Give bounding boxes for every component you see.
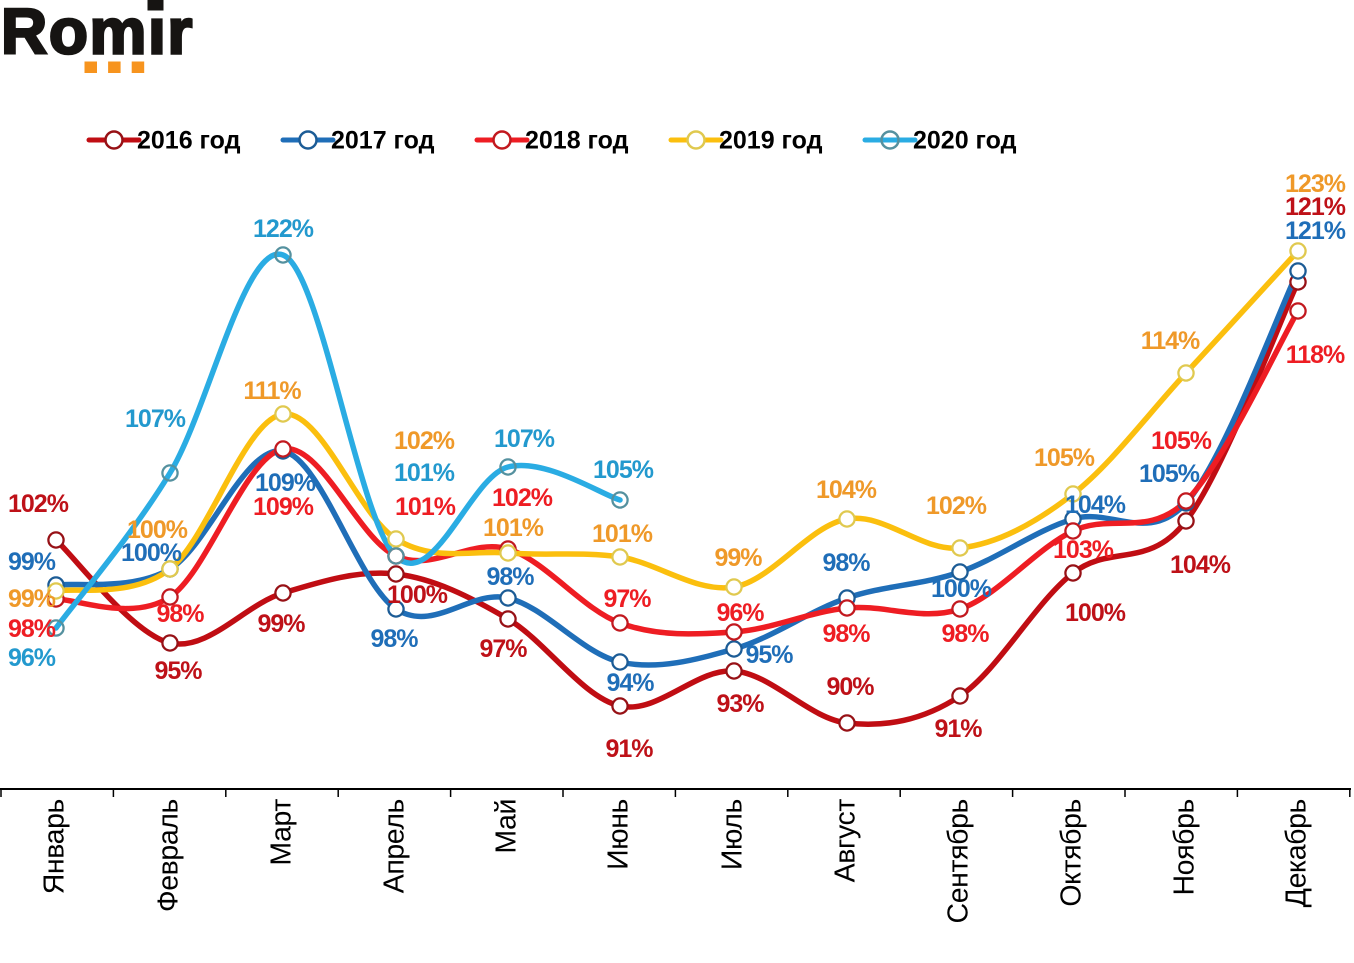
- svg-text:123%: 123%: [1285, 170, 1346, 198]
- svg-text:94%: 94%: [606, 669, 654, 697]
- svg-text:100%: 100%: [127, 516, 188, 544]
- svg-text:98%: 98%: [822, 549, 870, 577]
- svg-text:121%: 121%: [1285, 193, 1346, 221]
- svg-text:Апрель: Апрель: [379, 799, 411, 893]
- svg-text:107%: 107%: [125, 405, 186, 433]
- svg-text:109%: 109%: [255, 469, 316, 497]
- svg-text:104%: 104%: [816, 476, 877, 504]
- svg-text:90%: 90%: [826, 673, 874, 701]
- svg-text:Сентябрь: Сентябрь: [943, 799, 975, 923]
- svg-text:2016 год: 2016 год: [137, 127, 241, 155]
- svg-text:101%: 101%: [592, 520, 653, 548]
- svg-text:Romır: Romır: [1, 0, 194, 68]
- svg-text:2019 год: 2019 год: [719, 127, 823, 155]
- svg-text:98%: 98%: [8, 615, 56, 643]
- svg-text:122%: 122%: [253, 215, 314, 243]
- svg-text:111%: 111%: [243, 377, 301, 405]
- svg-text:2017 год: 2017 год: [331, 127, 435, 155]
- svg-text:99%: 99%: [714, 544, 762, 572]
- svg-text:104%: 104%: [1170, 551, 1231, 579]
- svg-text:101%: 101%: [394, 459, 455, 487]
- svg-text:104%: 104%: [1065, 491, 1126, 519]
- svg-text:107%: 107%: [494, 425, 555, 453]
- svg-text:2020 год: 2020 год: [913, 127, 1017, 155]
- svg-text:101%: 101%: [483, 514, 544, 542]
- svg-text:97%: 97%: [479, 635, 527, 663]
- svg-text:98%: 98%: [822, 620, 870, 648]
- svg-text:Февраль: Февраль: [153, 799, 185, 912]
- svg-text:Январь: Январь: [39, 799, 71, 894]
- svg-text:Ноябрь: Ноябрь: [1169, 799, 1201, 896]
- svg-text:100%: 100%: [1065, 599, 1126, 627]
- svg-text:Май: Май: [491, 799, 523, 854]
- svg-text:103%: 103%: [1053, 536, 1114, 564]
- svg-text:95%: 95%: [745, 641, 793, 669]
- svg-text:100%: 100%: [387, 581, 448, 609]
- svg-text:97%: 97%: [603, 585, 651, 613]
- svg-text:114%: 114%: [1141, 327, 1200, 355]
- svg-text:99%: 99%: [8, 548, 56, 576]
- svg-text:100%: 100%: [121, 539, 182, 567]
- svg-text:99%: 99%: [257, 610, 305, 638]
- svg-text:Декабрь: Декабрь: [1281, 799, 1313, 907]
- svg-text:121%: 121%: [1285, 217, 1346, 245]
- svg-text:98%: 98%: [486, 563, 534, 591]
- svg-text:Октябрь: Октябрь: [1056, 799, 1088, 907]
- svg-text:98%: 98%: [370, 625, 418, 653]
- svg-text:105%: 105%: [1151, 427, 1212, 455]
- svg-text:98%: 98%: [156, 600, 204, 628]
- svg-text:96%: 96%: [716, 599, 764, 627]
- svg-text:Июнь: Июнь: [603, 799, 635, 870]
- svg-text:2018 год: 2018 год: [525, 127, 629, 155]
- svg-text:102%: 102%: [492, 484, 553, 512]
- svg-text:105%: 105%: [1034, 444, 1095, 472]
- svg-text:105%: 105%: [1139, 460, 1200, 488]
- svg-text:91%: 91%: [605, 735, 653, 763]
- svg-text:91%: 91%: [934, 715, 982, 743]
- svg-text:118%: 118%: [1286, 341, 1345, 369]
- svg-text:Март: Март: [266, 799, 298, 866]
- svg-text:95%: 95%: [154, 657, 202, 685]
- svg-text:109%: 109%: [253, 493, 314, 521]
- svg-text:Июль: Июль: [717, 799, 749, 870]
- svg-text:102%: 102%: [394, 427, 455, 455]
- svg-text:102%: 102%: [8, 490, 69, 518]
- svg-text:102%: 102%: [926, 492, 987, 520]
- svg-text:96%: 96%: [8, 644, 56, 672]
- svg-text:99%: 99%: [8, 585, 56, 613]
- svg-text:100%: 100%: [931, 575, 992, 603]
- svg-text:105%: 105%: [593, 456, 654, 484]
- svg-text:98%: 98%: [941, 620, 989, 648]
- svg-text:101%: 101%: [395, 493, 456, 521]
- svg-text:93%: 93%: [716, 690, 764, 718]
- svg-text:Август: Август: [830, 799, 862, 883]
